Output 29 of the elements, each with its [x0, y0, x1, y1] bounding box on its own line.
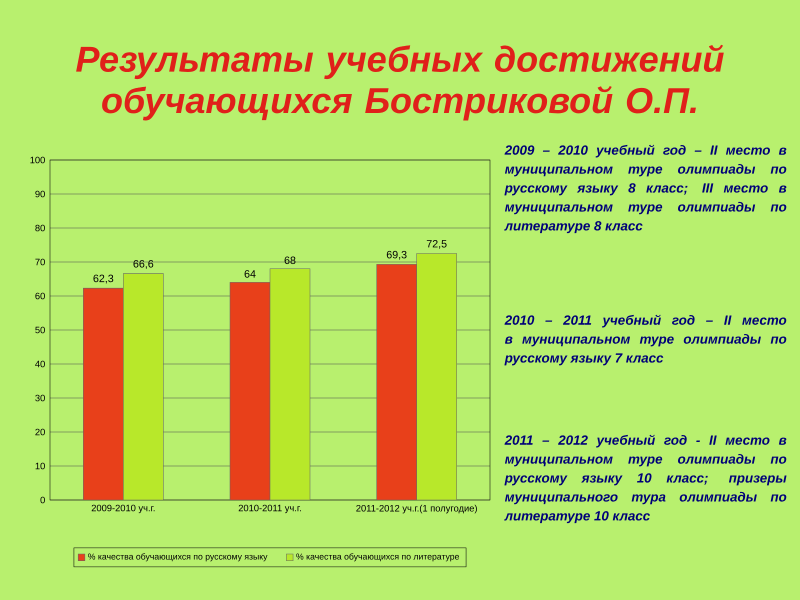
y-tick-label: 100 [30, 156, 45, 164]
data-label: 62,3 [93, 274, 114, 284]
data-label: 66,6 [133, 260, 154, 269]
data-label: 69,3 [386, 250, 407, 260]
x-tick-label: 2011-2012 уч.г.(1 полугодие) [356, 504, 477, 514]
data-label: 72,5 [426, 240, 447, 249]
x-tick-label: 2009-2010 уч.г. [92, 504, 155, 514]
y-tick-label: 20 [35, 428, 45, 436]
legend-label: % качества обучающихся по литературе [296, 553, 460, 562]
data-label: 68 [284, 256, 296, 264]
text: 2009 – 2010 учебный год – II место в муниципальном туре олимпиады по русскому языку 8 класс; III место в муниципальном туре олимпиады по литературе 8 класс [504, 144, 786, 234]
text: 2010 – 2011 учебный год – II место в муниципальном туре олимпиады по русскому языку 7 класс [504, 314, 786, 366]
text: 2011 – 2012 учебный год - II место в муниципальном туре олимпиады по русскому языку 10 класс; призеры муниципального тура олимпиады по литературе 10 класс [504, 434, 786, 524]
data-label: 64 [244, 270, 256, 278]
y-tick-label: 80 [35, 224, 45, 232]
y-tick-label: 10 [36, 462, 45, 470]
y-tick-label: 40 [35, 360, 45, 368]
y-tick-label: 50 [35, 326, 45, 334]
y-tick-label: 90 [35, 190, 45, 198]
y-tick-label: 60 [35, 292, 45, 300]
y-tick-label: 70 [35, 258, 45, 266]
chart-title: Результаты учебных достижений обучающихся Бостриковой О.П. [76, 44, 724, 120]
y-tick-label: 30 [35, 394, 45, 402]
legend-label: % качества обучающихся по русскому языку [88, 553, 268, 562]
bar [270, 268, 310, 500]
bar [416, 253, 457, 500]
bar [123, 273, 164, 500]
x-tick-label: 2010-2011 уч.г. [238, 504, 301, 514]
y-tick-label: 0 [40, 496, 45, 504]
